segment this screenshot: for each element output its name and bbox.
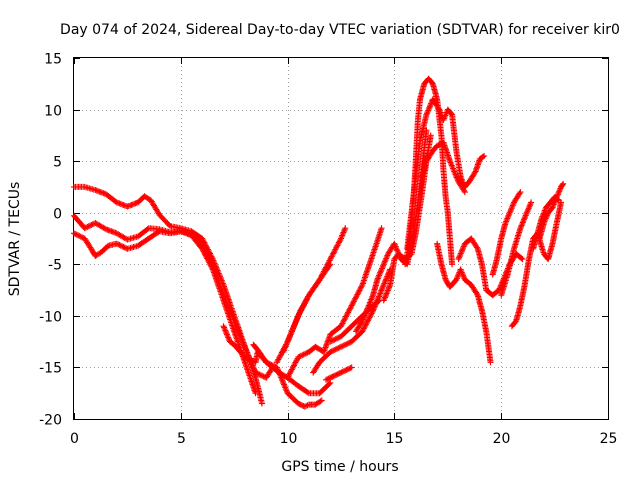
series-trace-15 bbox=[404, 96, 488, 252]
series-trace-8 bbox=[284, 225, 385, 381]
data-point-markers bbox=[310, 266, 394, 376]
x-tick-label: 10 bbox=[280, 431, 298, 447]
series-trace-5 bbox=[250, 341, 325, 410]
data-point-markers bbox=[508, 199, 565, 330]
x-tick-label: 5 bbox=[177, 431, 186, 447]
y-tick-label: 15 bbox=[44, 52, 62, 68]
series-trace-16 bbox=[419, 139, 468, 196]
series-trace-20 bbox=[498, 199, 535, 299]
axis-ticks bbox=[74, 58, 609, 420]
tick-labels: 0 5 10 15 20 25 -20 -15 -10 -5 0 5 10 15 bbox=[39, 52, 617, 448]
data-point-markers bbox=[434, 240, 494, 366]
data-point-markers bbox=[323, 364, 355, 383]
data-point-markers bbox=[419, 139, 468, 196]
chart-title: Day 074 of 2024, Sidereal Day-to-day VTE… bbox=[60, 22, 620, 38]
data-marks bbox=[71, 75, 567, 410]
series-trace-17 bbox=[434, 240, 494, 366]
y-tick-label: -10 bbox=[39, 310, 62, 326]
series-trace-22 bbox=[536, 180, 567, 242]
series-trace-13 bbox=[380, 132, 434, 304]
y-tick-label: -20 bbox=[39, 413, 62, 429]
y-tick-label: 10 bbox=[44, 104, 62, 120]
y-tick-label: -5 bbox=[48, 258, 62, 274]
data-point-markers bbox=[489, 189, 524, 278]
series-trace-19 bbox=[489, 189, 524, 278]
y-tick-label: -15 bbox=[39, 361, 62, 377]
series-trace-1 bbox=[71, 183, 265, 407]
plot-frame bbox=[73, 57, 609, 420]
series-trace-21 bbox=[508, 199, 565, 330]
x-axis-label: GPS time / hours bbox=[281, 459, 398, 475]
y-axis-label: SDTVAR / TECUs bbox=[7, 182, 23, 297]
data-point-markers bbox=[250, 341, 325, 410]
data-point-markers bbox=[536, 180, 567, 242]
series-trace-7 bbox=[273, 261, 334, 366]
series-trace-11 bbox=[323, 364, 355, 383]
data-point-markers bbox=[284, 225, 385, 381]
y-tick-label: 0 bbox=[53, 207, 62, 223]
data-point-markers bbox=[273, 261, 334, 366]
x-tick-label: 0 bbox=[70, 431, 79, 447]
x-tick-label: 15 bbox=[386, 431, 404, 447]
series-trace-9 bbox=[310, 266, 394, 376]
data-point-markers bbox=[498, 199, 535, 299]
y-tick-label: 5 bbox=[53, 155, 62, 171]
x-tick-label: 25 bbox=[600, 431, 618, 447]
x-tick-label: 20 bbox=[493, 431, 511, 447]
data-point-markers bbox=[530, 194, 562, 252]
series-trace-23 bbox=[530, 194, 562, 252]
data-point-markers bbox=[380, 132, 434, 304]
data-point-markers bbox=[71, 183, 265, 407]
data-point-markers bbox=[404, 96, 488, 252]
